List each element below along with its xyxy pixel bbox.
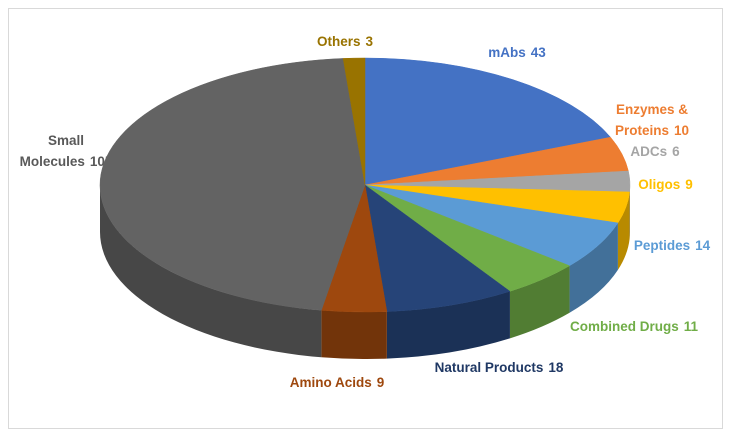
data-label: Amino Acids 9 [276,372,398,393]
data-label: Natural Products 18 [430,357,568,378]
data-label: Enzymes & Proteins 10 [600,99,704,141]
category-name: Others [316,34,361,49]
data-label: Oligos 9 [628,174,703,195]
category-name: mAbs [488,45,526,60]
slice-side [509,265,570,339]
slice-top [99,58,366,311]
category-name: Amino Acids [289,375,372,390]
value-label: 9 [376,375,385,390]
slice-side [569,222,618,313]
category-name: Small Molecules [19,133,85,169]
value-label: 6 [672,144,680,159]
data-label: Combined Drugs 11 [566,316,702,337]
data-label: Others 3 [300,31,390,52]
data-label: mAbs 43 [462,42,572,63]
slice-side [617,191,630,270]
value-label: 3 [365,34,374,49]
category-name: ADCs [630,144,668,159]
value-label: 10 [673,123,690,138]
slice-side [100,185,322,358]
slice-side [386,291,510,359]
value-label: 11 [683,319,699,334]
slice-top [364,57,611,186]
category-name: Peptides [633,238,691,253]
value-label: 9 [685,177,693,192]
slice-side [321,310,387,359]
slice-top [342,57,366,186]
slice [364,184,511,359]
value-label: 18 [548,360,564,375]
value-label: 14 [695,238,711,253]
chart-frame [8,8,723,429]
slice-top [364,184,511,312]
slice [364,184,630,270]
category-name: Combined Drugs [569,319,679,334]
slice [364,57,611,186]
category-name: Natural Products [434,360,544,375]
slice [321,184,388,359]
data-label: Peptides 14 [622,235,722,256]
slice [342,57,366,186]
data-label: ADCs 6 [620,141,690,162]
category-name: Oligos [638,177,681,192]
value-label: 43 [530,45,546,60]
slice [99,58,366,358]
category-name: Enzymes & Proteins [614,102,689,138]
